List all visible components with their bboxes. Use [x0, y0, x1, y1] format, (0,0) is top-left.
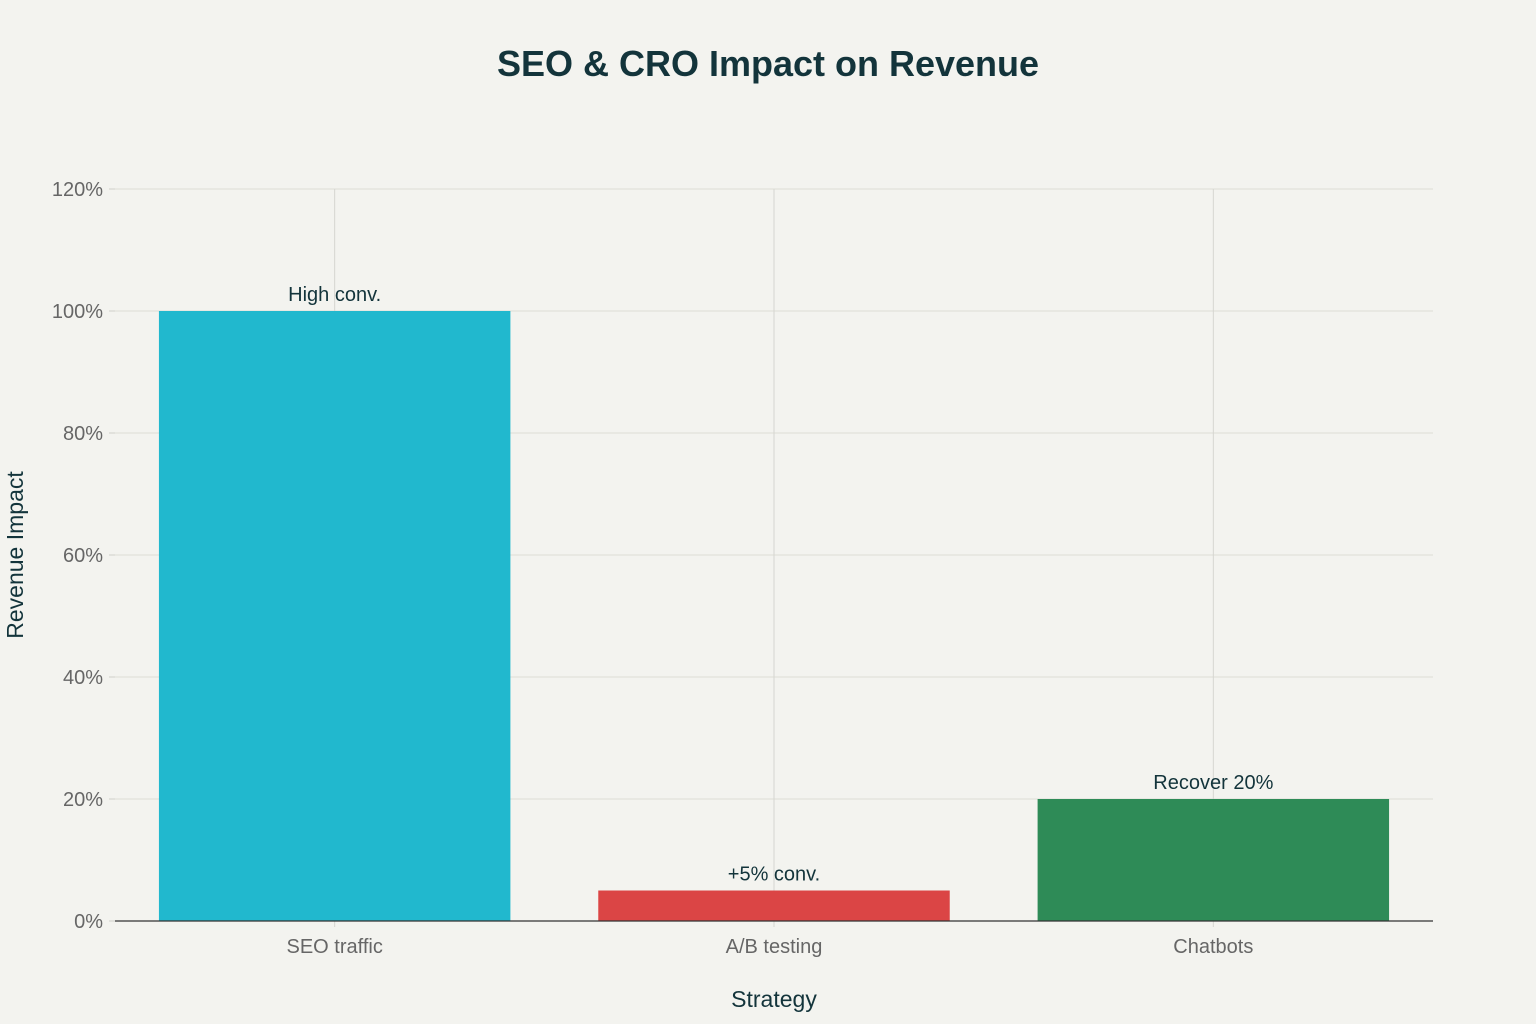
x-tick-label: Chatbots: [1173, 936, 1253, 958]
y-tick-label: 40%: [63, 667, 103, 689]
bar: [1037, 799, 1390, 921]
y-tick-label: 20%: [63, 789, 103, 811]
chart-title: SEO & CRO Impact on Revenue: [497, 43, 1039, 84]
bar: [598, 890, 950, 921]
bars: High conv. +5% conv. Recover 20%: [158, 284, 1390, 921]
y-tick-label: 100%: [52, 301, 103, 323]
bar-label: Recover 20%: [1153, 772, 1273, 794]
y-tick-label: 80%: [63, 423, 103, 445]
bar-label: +5% conv.: [728, 864, 820, 886]
y-axis: 0% 20% 40% 60% 80% 100% 120%: [52, 179, 115, 933]
y-tick-label: 0%: [74, 911, 103, 933]
x-tick-label: SEO traffic: [287, 936, 383, 958]
y-axis-title: Revenue Impact: [2, 471, 28, 639]
y-tick-label: 60%: [63, 545, 103, 567]
y-tick-label: 120%: [52, 179, 103, 201]
x-axis-title: Strategy: [731, 986, 817, 1012]
bar-label: High conv.: [288, 284, 381, 306]
bar: [158, 311, 511, 921]
x-axis: SEO traffic A/B testing Chatbots: [115, 920, 1433, 958]
x-tick-label: A/B testing: [726, 936, 823, 958]
